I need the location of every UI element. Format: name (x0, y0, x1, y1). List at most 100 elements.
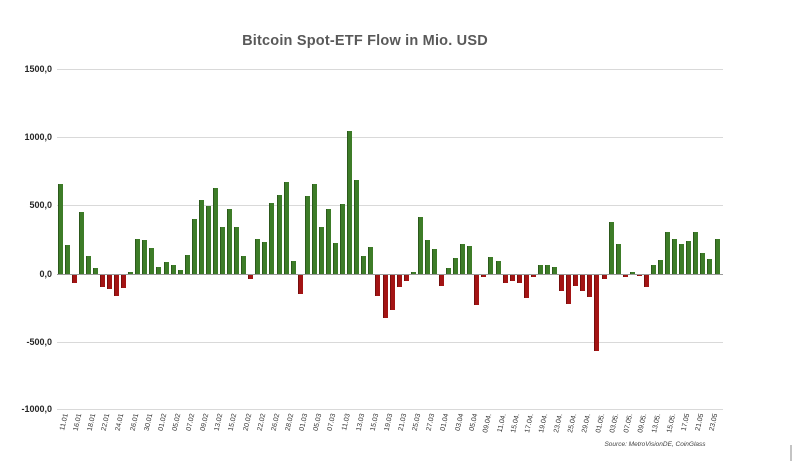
bar (135, 238, 141, 274)
gridline (57, 137, 723, 139)
bar (587, 274, 593, 297)
bar (488, 256, 494, 274)
bar (276, 195, 282, 274)
bar (177, 270, 183, 274)
bar (686, 241, 692, 274)
source-note: Source: MetroVisionDE, CoinGlass (604, 441, 706, 448)
bar (297, 274, 303, 294)
bar (340, 204, 346, 274)
bar (262, 242, 268, 274)
bar (474, 274, 480, 306)
bar (191, 218, 197, 274)
bar (417, 216, 423, 274)
bar (424, 239, 430, 274)
chart-title: Bitcoin Spot-ETF Flow in Mio. USD (242, 33, 488, 49)
bar (382, 274, 388, 319)
bar (410, 271, 416, 274)
bar (552, 266, 557, 274)
bar (658, 259, 663, 274)
bar (57, 184, 63, 274)
bar (460, 244, 466, 274)
bar (163, 262, 169, 274)
bar (99, 274, 105, 287)
gridline (57, 341, 723, 343)
bar (566, 274, 572, 305)
bar (559, 274, 565, 291)
bar (78, 211, 84, 274)
bar (431, 248, 437, 274)
y-axis-label: -1000,0 (21, 404, 52, 414)
bar (608, 222, 614, 274)
bar (679, 243, 685, 274)
gridline (57, 69, 723, 70)
bar (580, 274, 586, 291)
bar (311, 184, 317, 274)
plot-area (57, 69, 723, 410)
bar (347, 131, 353, 274)
bar (516, 274, 522, 283)
y-axis-label: 1500,0 (24, 64, 52, 74)
bar (283, 181, 289, 274)
bar (318, 226, 324, 274)
bar (269, 202, 275, 274)
scrollbar-thumb[interactable] (790, 445, 792, 461)
y-axis-label: 0,0 (39, 268, 52, 279)
bar (495, 261, 501, 274)
bar (594, 274, 600, 352)
bar (220, 227, 225, 274)
bar (375, 274, 381, 296)
bar (707, 258, 713, 274)
bar (227, 208, 232, 274)
bar (672, 238, 678, 274)
bar (523, 274, 529, 298)
bar (128, 271, 134, 274)
bar (170, 265, 176, 274)
bar (107, 274, 112, 289)
bar (205, 206, 211, 274)
bar (714, 239, 720, 274)
bar (573, 274, 579, 287)
bar (92, 267, 98, 274)
bar (650, 264, 656, 274)
bar (693, 232, 699, 274)
bar (234, 227, 240, 274)
gridline (57, 409, 723, 410)
bar (64, 244, 70, 274)
bar (198, 199, 204, 274)
bar (396, 274, 402, 288)
bar (184, 254, 190, 274)
bar (248, 274, 254, 280)
bar (71, 274, 77, 283)
bar (629, 272, 635, 274)
bar (326, 208, 331, 274)
bar (446, 268, 451, 274)
y-axis-label: 1000,0 (24, 132, 52, 143)
bar (439, 274, 444, 287)
y-axis-label: -500,0 (26, 336, 52, 347)
bar (622, 274, 628, 278)
bar (700, 252, 706, 274)
zero-line (57, 273, 723, 275)
bar (481, 274, 487, 278)
bar (537, 265, 543, 274)
bar (502, 274, 508, 284)
bar (304, 195, 310, 274)
bar (636, 274, 642, 277)
bar (241, 255, 247, 274)
bar (368, 246, 374, 274)
bar (615, 244, 621, 274)
bar (601, 274, 607, 280)
bar (333, 243, 338, 274)
bar (149, 247, 155, 274)
bar (545, 265, 550, 274)
bar (467, 245, 473, 274)
bar (142, 240, 148, 274)
bar (121, 274, 127, 289)
bar (354, 180, 360, 274)
bar (453, 258, 459, 274)
bar (509, 274, 515, 281)
y-axis-label: 500,0 (29, 200, 52, 211)
bar (255, 239, 261, 274)
bar (85, 256, 91, 274)
